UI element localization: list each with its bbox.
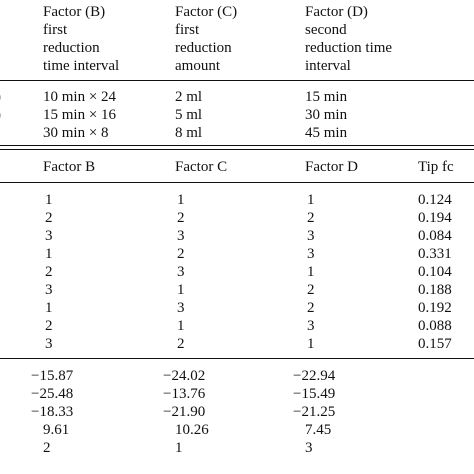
analysis-cell: −13.76 [163,386,206,402]
design-cell: 1 [307,336,315,352]
design-cell: 0.088 [418,318,452,334]
rule [0,182,474,183]
design-cell: 3 [307,228,315,244]
header-cell: reduction [43,40,100,56]
analysis-cell: 7.45 [305,422,332,438]
design-cell: 2 [307,300,315,316]
level-cell: 15 min [305,89,348,105]
design-cell: 3 [177,264,185,280]
design-cell: 2 [177,336,185,352]
analysis-cell: 1 [175,440,183,456]
design-cell: 3 [307,318,315,334]
design-cell: 1 [177,192,185,208]
header-cell: interval [305,58,351,74]
rule [0,358,474,359]
level-cell: 5 ml [175,107,203,123]
analysis-cell: −21.90 [163,404,206,420]
analysis-cell: −22.94 [293,368,336,384]
design-cell: 3 [45,228,53,244]
level-cell: 2 ml [175,89,203,105]
design-cell: 2 [45,264,53,280]
header-cell: Factor C [175,159,228,175]
design-cell: 0.188 [418,282,452,298]
design-cell: 1 [45,246,53,262]
level-cell: 30 min × 8 [43,125,109,141]
design-cell: 2 [177,246,185,262]
design-cell: 2 [45,210,53,226]
level-cell: 10 min × 24 [43,89,117,105]
header-cell: first [43,22,68,38]
level-cell: 45 min [305,125,348,141]
design-cell: 0.157 [418,336,452,352]
level-cell: ) [0,106,1,124]
header-cell: second [305,22,347,38]
header-cell: Factor D [305,159,358,175]
rule [0,145,474,146]
design-cell: 1 [307,192,315,208]
design-cell: 1 [45,192,53,208]
header-cell: first [175,22,200,38]
analysis-cell: 2 [43,440,51,456]
analysis-cell: −24.02 [163,368,206,384]
design-cell: 3 [45,282,53,298]
analysis-cell: −21.25 [293,404,336,420]
design-cell: 1 [177,282,185,298]
analysis-cell: −25.48 [31,386,74,402]
rule [0,149,474,150]
design-cell: 1 [177,318,185,334]
design-cell: 0.124 [418,192,452,208]
analysis-cell: 3 [305,440,313,456]
design-cell: 3 [177,300,185,316]
analysis-cell: 9.61 [43,422,70,438]
level-cell: 30 min [305,107,348,123]
header-cell: Factor B [43,159,96,175]
design-cell: 3 [307,246,315,262]
design-cell: 2 [307,282,315,298]
rule [0,80,474,81]
header-cell: amount [175,58,220,74]
design-cell: 0.104 [418,264,452,280]
header-cell: Factor (D) [305,4,368,20]
header-cell: reduction [175,40,232,56]
design-cell: 2 [307,210,315,226]
design-cell: 0.192 [418,300,452,316]
design-cell: 3 [177,228,185,244]
design-cell: 1 [45,300,53,316]
design-cell: 2 [177,210,185,226]
level-cell: ) [0,88,1,106]
level-cell: 15 min × 16 [43,107,117,123]
design-cell: 3 [45,336,53,352]
header-cell: Factor (B) [43,4,106,20]
design-cell: 0.194 [418,210,452,226]
analysis-cell: 10.26 [175,422,209,438]
design-cell: 0.084 [418,228,452,244]
level-cell: 8 ml [175,125,203,141]
header-cell: Factor (C) [175,4,238,20]
header-cell: Tip fc [418,159,454,175]
design-cell: 0.331 [418,246,452,262]
analysis-cell: −15.87 [31,368,74,384]
analysis-cell: −15.49 [293,386,336,402]
design-cell: 1 [307,264,315,280]
header-cell: time interval [43,58,120,74]
header-cell: reduction time [305,40,393,56]
analysis-cell: −18.33 [31,404,74,420]
design-cell: 2 [45,318,53,334]
